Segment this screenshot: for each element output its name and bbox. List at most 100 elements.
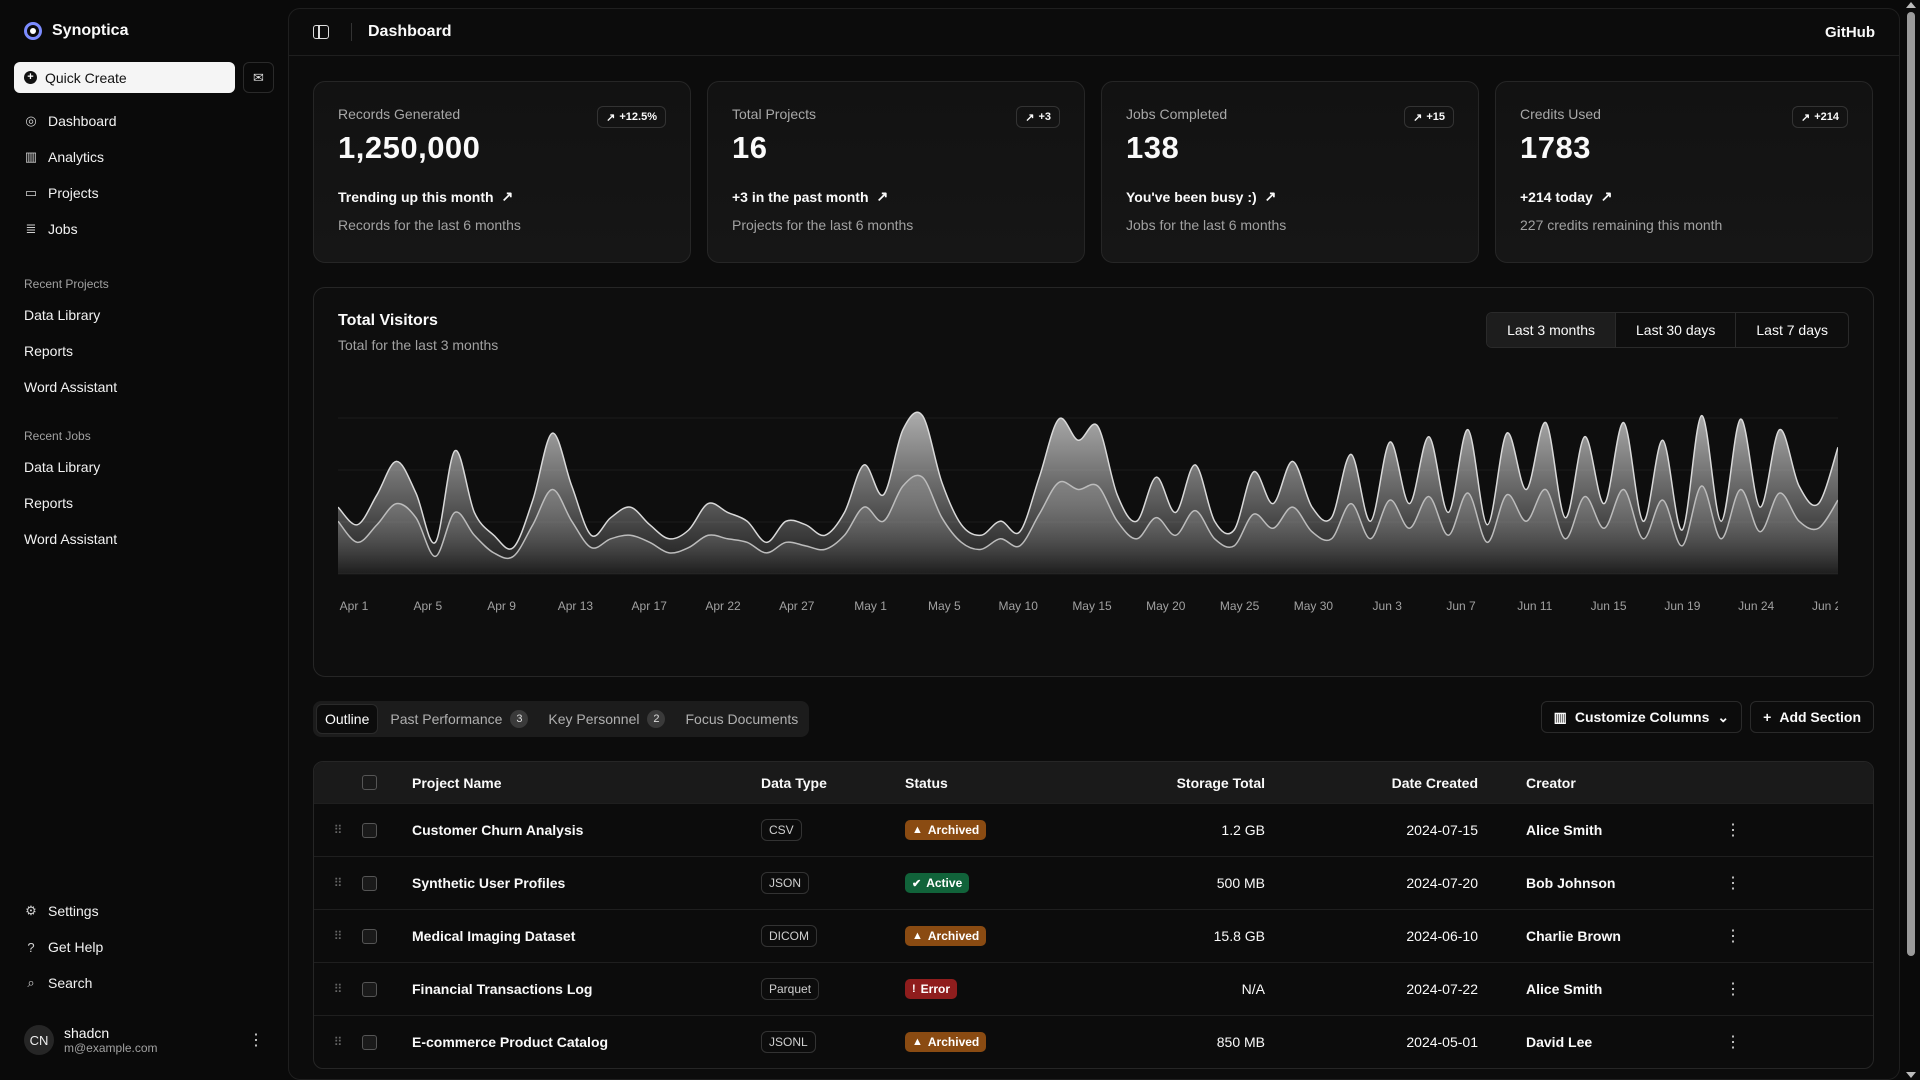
sidebar-item-label: Get Help: [48, 939, 104, 955]
cell-data-type: Parquet: [761, 978, 905, 1000]
tab-key-personnel[interactable]: Key Personnel 2: [540, 704, 673, 734]
dashboard-icon: ◎: [25, 113, 37, 128]
status-badge: ✔ Active: [905, 873, 970, 893]
select-all-checkbox[interactable]: [362, 775, 392, 790]
recent-job-item[interactable]: Word Assistant: [24, 531, 118, 547]
checkbox[interactable]: [362, 875, 377, 891]
row-menu-icon[interactable]: ⋮: [1725, 1034, 1741, 1051]
range-7-days[interactable]: Last 7 days: [1735, 313, 1848, 347]
stat-sub: Projects for the last 6 months: [732, 217, 914, 233]
sidebar-item-help[interactable]: ? Get Help: [14, 929, 274, 965]
row-checkbox[interactable]: [362, 981, 392, 997]
table-row[interactable]: ⠿ E-commerce Product Catalog JSONL ▲ Archive…: [314, 1015, 1873, 1068]
customize-columns-button[interactable]: ▥ Customize Columns ⌄: [1540, 701, 1743, 733]
inbox-button[interactable]: ✉: [243, 62, 274, 93]
sidebar-item-settings[interactable]: ⚙ Settings: [14, 893, 274, 929]
stat-card: Credits Used 1783 ↗ +214 +214 today ↗ 227 …: [1495, 81, 1873, 263]
tab-past-performance[interactable]: Past Performance 3: [382, 704, 536, 734]
help-icon: ?: [27, 939, 35, 955]
range-3-months[interactable]: Last 3 months: [1487, 313, 1615, 347]
x-tick-label: May 1: [854, 599, 887, 613]
sidebar-item-label: Dashboard: [48, 113, 117, 129]
page-scrollbar[interactable]: [1902, 0, 1920, 1080]
recent-job-item[interactable]: Data Library: [24, 459, 101, 475]
scroll-down-arrow-icon[interactable]: [1906, 1072, 1916, 1078]
more-vertical-icon[interactable]: ⋮: [248, 1032, 264, 1049]
row-checkbox[interactable]: [362, 928, 392, 944]
cell-project-name: Customer Churn Analysis: [412, 822, 584, 838]
recent-job-item[interactable]: Reports: [24, 495, 74, 511]
tab-label: Outline: [325, 711, 370, 727]
row-menu-icon[interactable]: ⋮: [1725, 822, 1741, 839]
sidebar-item-search[interactable]: ⌕ Search: [14, 965, 274, 1001]
sidebar-item-projects[interactable]: ▭ Projects: [14, 175, 274, 211]
tab-focus-documents[interactable]: Focus Documents: [677, 704, 806, 734]
drag-handle-icon[interactable]: ⠿: [333, 982, 343, 996]
recent-project-item[interactable]: Data Library: [24, 307, 101, 323]
data-type-badge: Parquet: [761, 978, 820, 1000]
scroll-up-arrow-icon[interactable]: [1906, 2, 1916, 8]
stat-trend-text: Trending up this month: [338, 188, 494, 205]
checkbox[interactable]: [362, 981, 377, 997]
settings-icon: ⚙: [25, 903, 37, 918]
add-section-button[interactable]: + Add Section: [1750, 701, 1874, 733]
x-tick-label: Jun 11: [1517, 599, 1552, 613]
sidebar-item-analytics[interactable]: ▥ Analytics: [14, 139, 274, 175]
checkbox[interactable]: [362, 928, 377, 944]
drag-handle-icon[interactable]: ⠿: [333, 823, 343, 837]
brand[interactable]: Synoptica: [14, 0, 274, 62]
row-checkbox[interactable]: [362, 875, 392, 891]
sidebar-item-jobs[interactable]: ≣ Jobs: [14, 211, 274, 247]
row-menu-icon[interactable]: ⋮: [1725, 875, 1741, 892]
analytics-icon: ▥: [24, 149, 38, 164]
cell-status: ▲ Archived: [905, 1032, 1049, 1052]
table-row[interactable]: ⠿ Synthetic User Profiles JSON ✔ Active 500 M…: [314, 856, 1873, 909]
range-30-days[interactable]: Last 30 days: [1615, 313, 1735, 347]
plus-icon: +: [1763, 709, 1772, 725]
status-text: Error: [920, 982, 951, 996]
checkbox[interactable]: [362, 775, 377, 790]
visitors-area-chart[interactable]: Apr 1 Apr 5 Apr 9 Apr 13 Apr 17 Apr 22 Apr 27 M…: [338, 378, 1838, 648]
checkbox[interactable]: [362, 1034, 377, 1050]
folder-icon: ▭: [24, 185, 38, 200]
cell-date: 2024-05-01: [1406, 1034, 1478, 1050]
user-menu[interactable]: CN shadcn m@example.com ⋮: [14, 1018, 274, 1062]
check-circle-icon: ✔: [912, 877, 922, 890]
range-toggle: Last 3 months Last 30 days Last 7 days: [1486, 312, 1849, 348]
row-checkbox[interactable]: [362, 1034, 392, 1050]
row-menu-icon[interactable]: ⋮: [1725, 928, 1741, 945]
trend-up-icon: ↗: [1801, 111, 1811, 124]
github-link[interactable]: GitHub: [1825, 23, 1875, 41]
row-menu-icon[interactable]: ⋮: [1725, 981, 1741, 998]
stat-label: Records Generated: [338, 106, 461, 122]
cell-project-name: Financial Transactions Log: [412, 981, 593, 997]
x-tick-label: May 25: [1220, 599, 1260, 613]
x-tick-label: Apr 5: [413, 599, 442, 613]
cell-creator: Alice Smith: [1526, 822, 1603, 838]
header: Dashboard GitHub: [289, 9, 1899, 56]
sidebar-item-dashboard[interactable]: ◎ Dashboard: [14, 103, 274, 139]
stat-badge-text: +15: [1426, 111, 1445, 123]
stat-trend-text: +3 in the past month: [732, 188, 869, 205]
sidebar-toggle-icon[interactable]: [313, 25, 329, 39]
table-row[interactable]: ⠿ Customer Churn Analysis CSV ▲ Archived 1.2 …: [314, 803, 1873, 856]
cell-project-name: Synthetic User Profiles: [412, 875, 566, 891]
tab-outline[interactable]: Outline: [316, 704, 379, 734]
table-row[interactable]: ⠿ Financial Transactions Log Parquet! Error…: [314, 962, 1873, 1015]
row-checkbox[interactable]: [362, 822, 392, 838]
cell-project-name: Medical Imaging Dataset: [412, 928, 576, 944]
quick-create-button[interactable]: + Quick Create: [14, 62, 235, 93]
drag-handle-icon[interactable]: ⠿: [333, 876, 343, 890]
x-tick-label: Jun 7: [1446, 599, 1476, 613]
drag-handle-icon[interactable]: ⠿: [333, 929, 343, 943]
drag-handle-icon[interactable]: ⠿: [333, 1035, 343, 1049]
tab-label: Focus Documents: [685, 711, 799, 727]
scroll-thumb[interactable]: [1907, 12, 1915, 956]
checkbox[interactable]: [362, 822, 377, 838]
recent-project-item[interactable]: Reports: [24, 343, 74, 359]
cell-data-type: JSON: [761, 872, 905, 894]
series-line-0: [338, 411, 1838, 550]
recent-project-item[interactable]: Word Assistant: [24, 379, 118, 395]
table-row[interactable]: ⠿ Medical Imaging Dataset DICOM ▲ Archived 15…: [314, 909, 1873, 962]
customize-columns-label: Customize Columns: [1574, 709, 1710, 725]
